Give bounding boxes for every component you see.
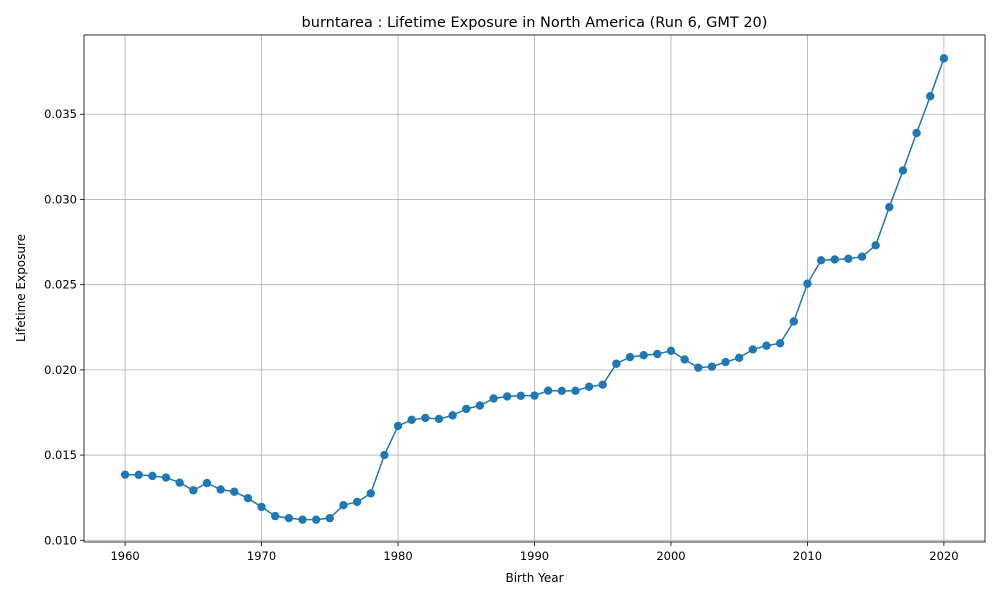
data-point bbox=[120, 470, 130, 479]
y-tick-label: 0.035 bbox=[44, 107, 77, 121]
data-point bbox=[857, 252, 867, 261]
data-point bbox=[134, 470, 143, 480]
data-point bbox=[734, 353, 744, 362]
data-point bbox=[311, 515, 321, 524]
data-point bbox=[325, 513, 335, 523]
data-point bbox=[789, 317, 798, 326]
grid-lines bbox=[84, 35, 985, 542]
chart-title: burntarea : Lifetime Exposure in North A… bbox=[302, 15, 768, 31]
data-point bbox=[762, 341, 771, 350]
data-point bbox=[503, 392, 512, 401]
data-point bbox=[775, 339, 785, 348]
data-point bbox=[721, 357, 730, 367]
data-point bbox=[421, 413, 430, 423]
data-point bbox=[243, 494, 253, 503]
data-point bbox=[625, 352, 635, 362]
data-point bbox=[748, 345, 758, 354]
y-axis-label: Lifetime Exposure bbox=[14, 234, 28, 342]
data-point bbox=[530, 391, 539, 400]
x-tick-label: 1960 bbox=[110, 549, 139, 563]
data-point bbox=[284, 513, 294, 523]
data-point bbox=[803, 279, 812, 288]
data-point bbox=[380, 450, 389, 460]
data-point bbox=[148, 471, 157, 481]
x-axis-label: Birth Year bbox=[505, 571, 563, 585]
data-point bbox=[707, 362, 717, 371]
data-point bbox=[161, 473, 171, 482]
data-point bbox=[462, 404, 471, 414]
data-point bbox=[557, 386, 566, 396]
y-tick-label: 0.010 bbox=[44, 533, 77, 547]
data-point bbox=[407, 415, 416, 425]
data-point bbox=[298, 515, 307, 524]
data-point bbox=[885, 202, 894, 212]
data-point bbox=[871, 241, 880, 250]
data-point bbox=[844, 254, 853, 263]
data-point bbox=[448, 411, 457, 420]
data-point bbox=[202, 478, 212, 488]
data-point bbox=[898, 166, 908, 175]
x-tick-label: 2020 bbox=[929, 549, 958, 563]
y-tick-label: 0.020 bbox=[44, 363, 77, 377]
x-tick-label: 1990 bbox=[520, 549, 549, 563]
data-point bbox=[912, 128, 921, 138]
y-tick-label: 0.030 bbox=[44, 192, 77, 206]
data-point bbox=[571, 386, 580, 396]
data-point bbox=[939, 54, 949, 63]
data-point bbox=[584, 382, 594, 391]
data-point bbox=[393, 421, 403, 431]
data-point bbox=[680, 355, 689, 364]
x-axis-ticks: 1960 1970 1980 1990 2000 2010 2020 bbox=[110, 542, 959, 563]
data-point bbox=[257, 502, 266, 512]
data-point bbox=[434, 414, 444, 424]
data-point bbox=[612, 359, 621, 368]
data-point bbox=[216, 485, 225, 494]
data-point bbox=[639, 351, 648, 360]
data-point bbox=[816, 256, 826, 265]
y-tick-label: 0.025 bbox=[44, 278, 77, 292]
data-point bbox=[352, 497, 362, 507]
x-tick-label: 1980 bbox=[383, 549, 412, 563]
data-point bbox=[543, 386, 553, 395]
data-point bbox=[489, 394, 498, 403]
data-point bbox=[339, 500, 348, 510]
data-point bbox=[926, 91, 935, 101]
data-point bbox=[175, 478, 184, 487]
data-point bbox=[475, 401, 485, 410]
data-point bbox=[189, 486, 198, 495]
x-tick-label: 2000 bbox=[656, 549, 685, 563]
data-point bbox=[271, 511, 280, 521]
x-tick-label: 2010 bbox=[793, 549, 822, 563]
x-tick-label: 1970 bbox=[247, 549, 276, 563]
data-point bbox=[366, 489, 375, 498]
data-point bbox=[230, 487, 239, 496]
data-point bbox=[830, 255, 839, 264]
data-point bbox=[598, 380, 607, 389]
data-point bbox=[516, 391, 526, 400]
data-point bbox=[666, 346, 676, 355]
y-tick-label: 0.015 bbox=[44, 448, 77, 462]
data-point bbox=[653, 349, 662, 359]
series-line-group bbox=[120, 54, 949, 524]
y-axis-ticks: 0.010 0.015 0.020 0.025 0.030 0.035 bbox=[44, 107, 84, 547]
data-point bbox=[694, 363, 703, 372]
